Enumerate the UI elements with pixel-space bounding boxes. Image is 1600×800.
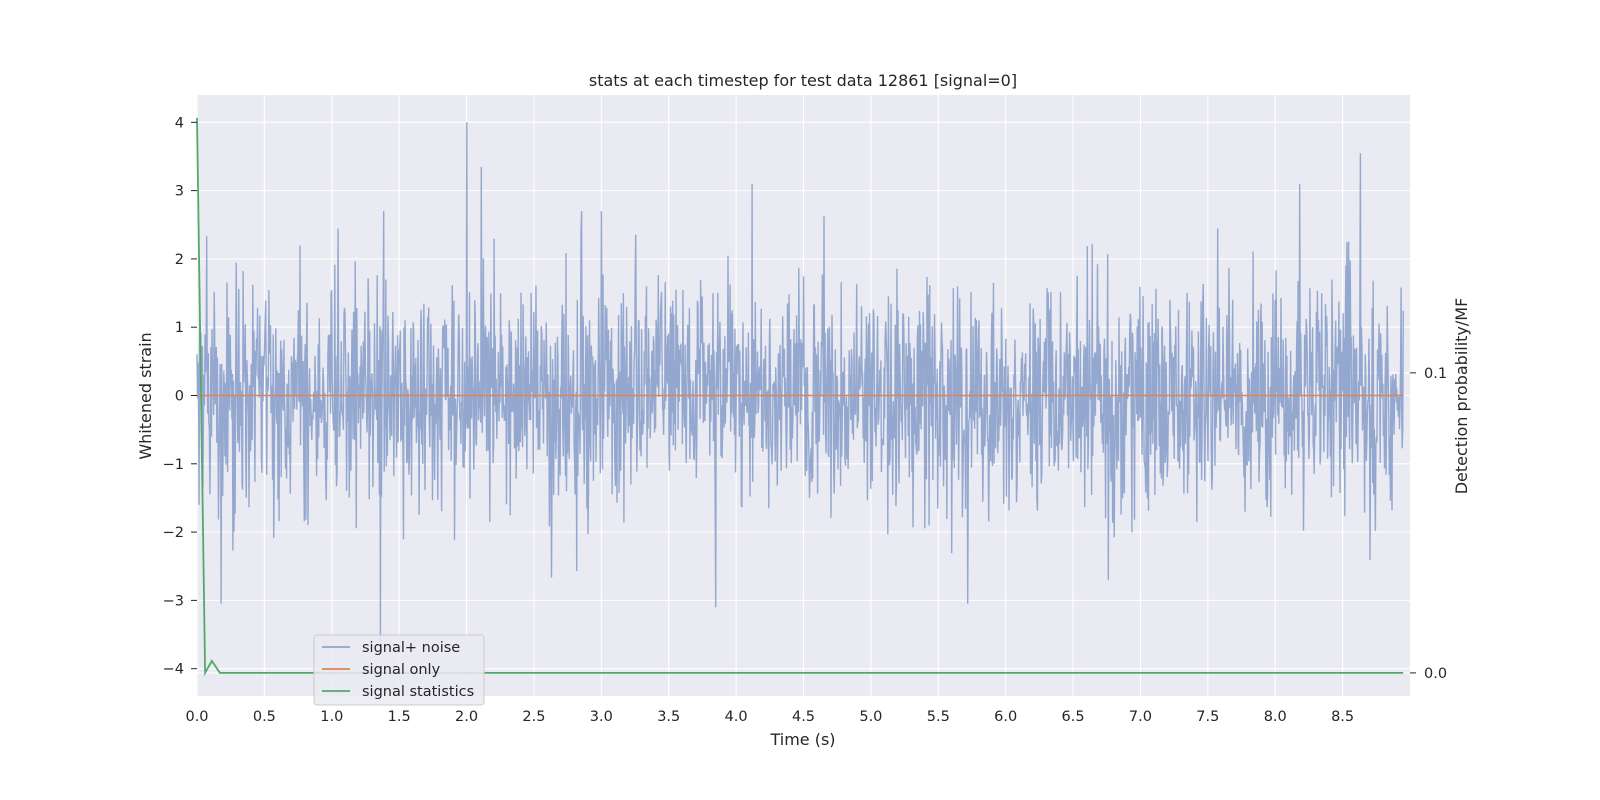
- tick-labels: 0.0 0.5 1.0 1.5 2.0 2.5 3.0 3.5 4.0 4.5 5.0 5.5 6.0 6…: [163, 115, 1447, 725]
- x-tick-label: 5.0: [859, 709, 882, 725]
- series-line-signal-statistics: [196, 117, 1404, 677]
- series-line-signal-noise: [196, 122, 1404, 642]
- legend-label-signal-only: signal only: [362, 662, 441, 678]
- y2-tick-label: 0.1: [1424, 366, 1447, 382]
- y-tick-label: −1: [163, 457, 184, 473]
- x-tick-label: 2.5: [522, 709, 545, 725]
- x-tick-label: 7.0: [1129, 709, 1152, 725]
- x-tick-label: 1.5: [388, 709, 411, 725]
- y2-tick-label: 0.0: [1424, 666, 1447, 682]
- legend-label-statistics: signal statistics: [362, 684, 474, 700]
- y-tick-label: 1: [175, 320, 184, 336]
- legend-label-noise: signal+ noise: [362, 640, 460, 656]
- x-tick-label: 0.5: [253, 709, 276, 725]
- y-tick-label: −4: [163, 662, 184, 678]
- chart-title: stats at each timestep for test data 128…: [589, 71, 1017, 90]
- x-tick-label: 6.5: [1062, 709, 1085, 725]
- x-tick-label: 0.0: [185, 709, 208, 725]
- x-tick-label: 7.5: [1196, 709, 1219, 725]
- x-tick-label: 6.0: [994, 709, 1017, 725]
- x-tick-label: 3.5: [657, 709, 680, 725]
- y-tick-label: −2: [163, 525, 184, 541]
- x-tick-label: 2.0: [455, 709, 478, 725]
- y-tick-label: 2: [175, 252, 184, 268]
- x-tick-label: 3.0: [590, 709, 613, 725]
- y-tick-label: 3: [175, 184, 184, 200]
- x-tick-label: 8.0: [1264, 709, 1287, 725]
- x-tick-label: 8.5: [1331, 709, 1354, 725]
- y-axis-label: Whitened strain: [136, 332, 155, 459]
- legend: signal+ noise signal only signal statist…: [313, 634, 485, 706]
- y2-axis-label: Detection probability/MF: [1452, 298, 1471, 495]
- y-tick-label: 4: [175, 115, 184, 131]
- y-tick-label: −3: [163, 593, 184, 609]
- x-axis-label: Time (s): [769, 730, 835, 749]
- legend-box: [313, 634, 485, 706]
- x-tick-label: 4.0: [725, 709, 748, 725]
- series-layer: [196, 117, 1404, 677]
- x-tick-label: 1.0: [320, 709, 343, 725]
- x-tick-label: 4.5: [792, 709, 815, 725]
- x-tick-label: 5.5: [927, 709, 950, 725]
- y-tick-label: 0: [175, 389, 184, 405]
